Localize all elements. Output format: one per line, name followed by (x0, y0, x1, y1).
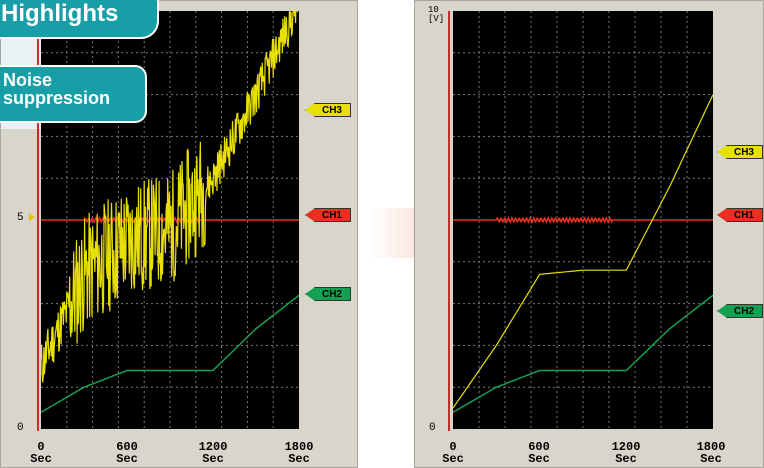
right-ch1-line (453, 216, 713, 224)
right-chart-panel: 10 [V] 0 0 Sec 600 Sec 1200 Sec 1800 Sec… (414, 0, 764, 468)
right-ytick-10: 10 (428, 5, 439, 15)
left-plot-svg (41, 11, 299, 429)
right-ch2-line (453, 294, 713, 413)
right-xtick-1800: 1800 Sec (691, 441, 731, 465)
left-xtick-1200-value: 1200 (198, 440, 228, 454)
left-xtick-1800-value: 1800 (284, 440, 314, 454)
noise-suppression-badge: Noise suppression (0, 65, 147, 123)
left-xtick-600-unit: Sec (116, 452, 138, 466)
noise-badge-line1: Noise (3, 70, 53, 90)
right-xtick-0-unit: Sec (442, 452, 464, 466)
right-xtick-0-value: 0 (449, 440, 457, 454)
right-unit-label: [V] (428, 14, 445, 24)
left-xtick-1200-unit: Sec (202, 452, 224, 466)
left-xtick-1200: 1200 Sec (193, 441, 233, 465)
right-xtick-600-unit: Sec (528, 452, 550, 466)
right-plot-area (453, 11, 713, 429)
left-xtick-600-value: 600 (116, 440, 138, 454)
noise-badge-line2: suppression (3, 88, 111, 108)
right-ch2-tag[interactable]: CH2 (717, 304, 763, 318)
left-ch3-tag[interactable]: CH3 (305, 103, 351, 117)
right-xtick-0: 0 Sec (433, 441, 473, 465)
left-ytick-5: 5 (17, 212, 24, 224)
left-ch2-line (41, 294, 299, 413)
right-xtick-1200: 1200 Sec (606, 441, 646, 465)
left-ytick-0: 0 (17, 422, 24, 434)
right-xtick-600-value: 600 (528, 440, 550, 454)
right-ch3-line (453, 94, 713, 409)
right-xtick-600: 600 Sec (519, 441, 559, 465)
left-chart-panel: 5 0 0 Sec 600 Sec 1200 Sec 1800 Sec CH3 … (0, 0, 358, 468)
right-xtick-1800-unit: Sec (700, 452, 722, 466)
right-xtick-1200-unit: Sec (615, 452, 637, 466)
left-ch1-tag[interactable]: CH1 (305, 208, 351, 222)
right-ch3-tag[interactable]: CH3 (717, 145, 763, 159)
highlights-badge: Highlights (0, 0, 159, 39)
right-ytick-0: 0 (429, 422, 436, 434)
left-ytick-5-marker (29, 213, 35, 221)
left-xtick-0: 0 Sec (21, 441, 61, 465)
left-xtick-0-unit: Sec (30, 452, 52, 466)
right-ch1-tag[interactable]: CH1 (717, 208, 763, 222)
left-ch2-tag[interactable]: CH2 (305, 287, 351, 301)
left-xtick-0-value: 0 (37, 440, 45, 454)
right-plot-svg (453, 11, 713, 429)
left-xtick-1800-unit: Sec (288, 452, 310, 466)
left-xtick-600: 600 Sec (107, 441, 147, 465)
right-xtick-1200-value: 1200 (611, 440, 641, 454)
left-y-axis (37, 11, 39, 431)
left-ch3-line (41, 11, 298, 383)
right-y-axis (448, 11, 450, 431)
left-xtick-1800: 1800 Sec (279, 441, 319, 465)
right-xtick-1800-value: 1800 (696, 440, 726, 454)
